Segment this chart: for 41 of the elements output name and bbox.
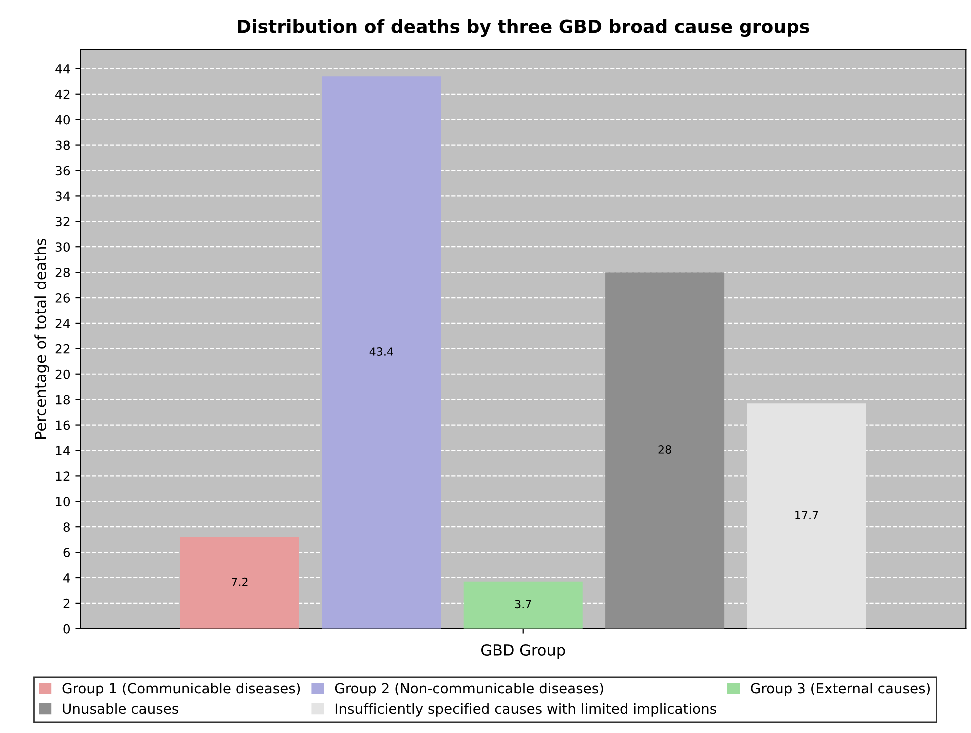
bar — [747, 404, 866, 629]
data-label: 17.7 — [796, 511, 818, 520]
data-label: 43.4 — [370, 348, 394, 356]
y-tick-label: 14 — [56, 446, 70, 456]
y-tick-label: 24 — [56, 318, 70, 328]
y-tick-label: 30 — [56, 242, 70, 252]
y-tick-label: 26 — [56, 293, 70, 303]
data-label: 3.7 — [515, 600, 532, 609]
y-tick-label: 6 — [64, 548, 70, 558]
y-tick-label: 34 — [56, 192, 70, 202]
y-tick-label: 40 — [56, 115, 70, 125]
y-tick-label: 22 — [56, 344, 70, 354]
y-tick-label: 28 — [56, 268, 70, 278]
y-tick-label: 10 — [56, 497, 70, 507]
y-tick-label: 20 — [56, 370, 70, 380]
data-label: 7.2 — [232, 578, 248, 586]
chart-title: Distribution of deaths by three GBD broad cause groups — [238, 19, 810, 38]
y-tick-label: 32 — [56, 217, 70, 227]
y-tick-label: 16 — [56, 420, 70, 430]
y-axis-title: Percentage of total deaths — [34, 239, 50, 440]
y-tick-label: 44 — [56, 64, 70, 74]
bar — [464, 582, 583, 629]
bar — [322, 76, 442, 629]
y-tick-label: 18 — [56, 395, 70, 405]
bar — [606, 272, 725, 629]
y-tick-label: 0 — [64, 624, 70, 634]
legend-label: Group 2 (Non-communicable diseases) — [335, 683, 604, 696]
legend-label: Insufficiently specified causes with limited implications — [336, 703, 716, 717]
y-tick-label: 38 — [56, 140, 70, 150]
y-tick-label: 8 — [64, 522, 70, 532]
data-label: 28 — [658, 446, 672, 454]
y-tick-label: 4 — [64, 574, 70, 583]
legend-label: Unusable causes — [63, 703, 178, 714]
y-tick-label: 42 — [56, 90, 70, 100]
y-tick-label: 12 — [56, 472, 70, 481]
legend-label: Group 3 (External causes) — [751, 683, 930, 696]
y-tick-label: 2 — [64, 598, 70, 608]
y-tick-label: 36 — [56, 166, 70, 176]
legend-label: Group 1 (Communicable diseases) — [62, 683, 300, 696]
x-axis-title: GBD Group — [482, 644, 566, 659]
bar — [180, 537, 300, 629]
